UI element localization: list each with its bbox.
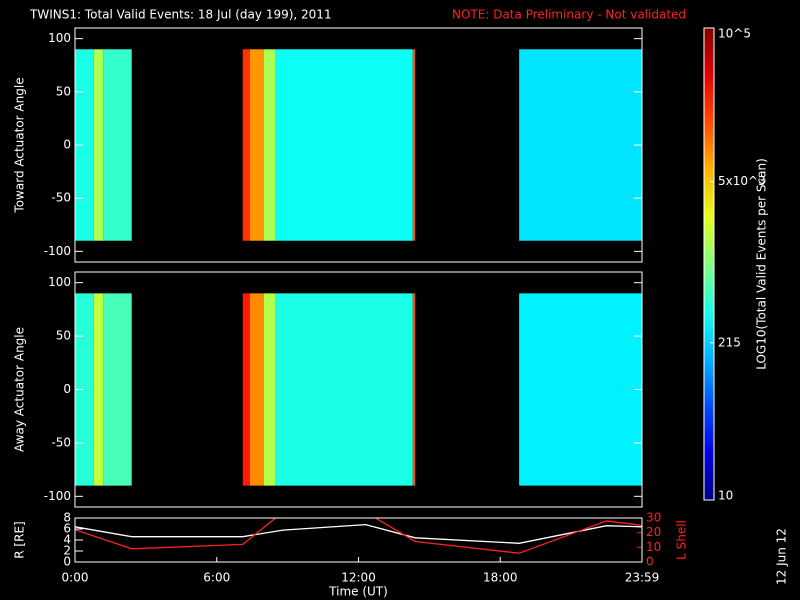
y-tick-label: -50 [51, 191, 71, 205]
x-tick-label: 23:59 [625, 571, 660, 585]
y-axis-label: Away Actuator Angle [13, 327, 27, 452]
y-tick-label: -100 [44, 489, 71, 503]
x-tick-label: 0:00 [62, 571, 89, 585]
spectrogram-cell [242, 49, 250, 241]
y-tick-label: -100 [44, 244, 71, 258]
y-tick-label: 50 [56, 329, 71, 343]
spectrogram-cell [242, 293, 250, 486]
note: NOTE: Data Preliminary - Not validated [452, 8, 686, 22]
spectrogram-cell [264, 49, 276, 241]
y-tick-label: 2 [63, 544, 71, 558]
plot-frame [74, 517, 643, 563]
y-axis-label: R [RE] [13, 521, 27, 558]
side-date: 12 Jun 12 [775, 528, 789, 585]
y-tick-label: 100 [48, 275, 71, 289]
spectrogram-cell [93, 293, 104, 486]
plot-frame [74, 271, 643, 508]
y2-tick-label: 0 [646, 555, 654, 569]
spectrogram-cell [275, 293, 413, 486]
spectrogram-cell [412, 293, 416, 486]
colorbar-tick-label: 10 [718, 489, 733, 503]
colorbar-tick-label: 10^5 [718, 27, 751, 41]
y-tick-label: 0 [63, 555, 71, 569]
x-tick-label: 6:00 [203, 571, 230, 585]
title: TWINS1: Total Valid Events: 18 Jul (day … [29, 8, 332, 22]
line [75, 518, 642, 554]
x-tick-label: 12:00 [341, 571, 376, 585]
y2-tick-label: 20 [646, 525, 661, 539]
y-axis-label: Toward Actuator Angle [13, 77, 27, 213]
x-axis-label: Time (UT) [328, 585, 388, 599]
colorbar-tick-label: 5x10^3 [718, 174, 766, 188]
y2-tick-label: 10 [646, 540, 661, 554]
y-tick-label: 8 [63, 511, 71, 525]
plot-frame [74, 27, 643, 263]
y-tick-label: 0 [63, 138, 71, 152]
spectrogram-cell [249, 293, 264, 486]
spectrogram-cell [75, 293, 94, 486]
y-tick-label: 6 [63, 522, 71, 536]
spectrogram-cell [275, 49, 413, 241]
spectrogram-cell [75, 49, 94, 241]
spectrogram-cell [412, 49, 416, 241]
colorbar-label: LOG10(Total Valid Events per Scan) [755, 158, 769, 370]
x-tick-label: 18:00 [483, 571, 518, 585]
y2-axis-label: L Shell [675, 520, 689, 560]
y-tick-label: 50 [56, 84, 71, 98]
spectrogram-cell [519, 293, 642, 486]
spectrogram-cell [103, 293, 132, 486]
colorbar [703, 27, 715, 501]
y-tick-label: 0 [63, 382, 71, 396]
colorbar-tick-label: 215 [718, 335, 741, 349]
spectrogram-cell [519, 49, 642, 241]
spectrogram-cell [249, 49, 264, 241]
spectrogram-cell [93, 49, 104, 241]
y-tick-label: -50 [51, 435, 71, 449]
y-tick-label: 4 [63, 533, 71, 547]
y2-tick-label: 30 [646, 511, 661, 525]
spectrogram-cell [264, 293, 276, 486]
spectrogram-cell [103, 49, 132, 241]
y-tick-label: 100 [48, 31, 71, 45]
